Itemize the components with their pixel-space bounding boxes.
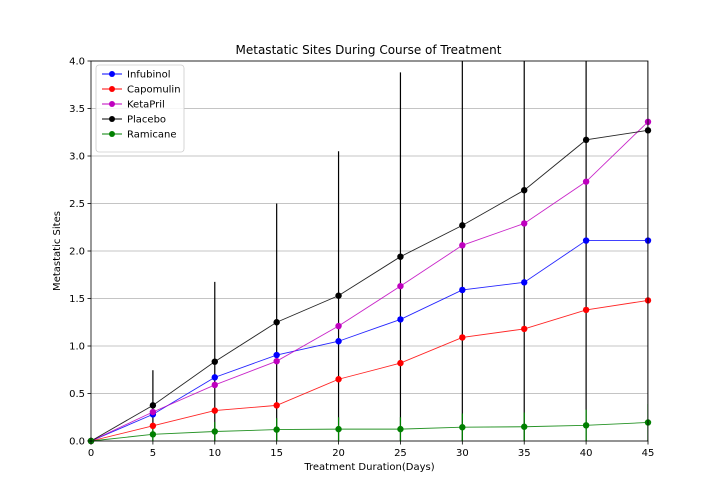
data-point-ramicane-7 — [521, 423, 528, 430]
series-line-infubinol — [90, 240, 648, 442]
data-point-ketapril-5 — [397, 282, 404, 290]
data-point-infubinol-4 — [335, 338, 342, 345]
data-point-infubinol-2 — [211, 374, 218, 381]
data-point-ramicane-5 — [397, 425, 404, 433]
series-line-placebo — [90, 129, 649, 442]
y-tick-label-4: 2.0 — [69, 247, 85, 258]
x-tick-label-0: 0 — [88, 448, 94, 459]
x-tick-label-2: 10 — [208, 448, 221, 459]
legend: Infubinol Capomulin KetaPril Placebo Ramican… — [95, 64, 185, 153]
data-point-placebo-3 — [273, 319, 280, 326]
data-point-ketapril-1 — [149, 408, 157, 416]
data-point-infubinol-5 — [397, 316, 404, 323]
data-point-capomulin-3 — [273, 402, 280, 409]
data-point-ramicane-8 — [582, 422, 590, 429]
x-tick-label-8: 40 — [580, 448, 593, 459]
data-point-placebo-2 — [211, 358, 218, 365]
x-axis-ticks: 0 5 10 15 20 25 30 35 40 45 — [88, 441, 655, 459]
data-point-capomulin-2 — [211, 407, 218, 414]
data-point-ramicane-3 — [273, 426, 280, 433]
legend-label-ketapril: KetaPril — [127, 100, 165, 111]
series-line-capomulin — [90, 299, 649, 442]
y-tick-label-0: 0.0 — [69, 437, 85, 448]
y-tick-label-3: 1.5 — [69, 294, 85, 305]
legend-label-placebo: Placebo — [127, 115, 166, 126]
legend-label-infubinol: Infubinol — [127, 70, 171, 81]
data-point-capomulin-7 — [521, 325, 528, 333]
y-tick-label-2: 1.0 — [69, 342, 85, 353]
data-point-ramicane-1 — [149, 431, 157, 438]
series-line-ramicane — [90, 422, 649, 442]
data-point-capomulin-8 — [582, 306, 590, 314]
data-point-placebo-8 — [582, 136, 590, 144]
y-axis-label: Metastatic Sites — [52, 211, 63, 291]
data-point-placebo-6 — [459, 222, 466, 229]
x-tick-label-5: 25 — [394, 448, 407, 459]
data-point-ramicane-6 — [459, 424, 466, 431]
legend-marker-placebo — [109, 116, 115, 122]
legend-box — [95, 64, 185, 153]
data-point-ketapril-4 — [335, 322, 342, 330]
data-point-ketapril-6 — [459, 242, 466, 249]
data-point-infubinol-7 — [521, 279, 528, 286]
y-tick-label-5: 2.5 — [69, 199, 85, 210]
series-line-ketapril — [90, 121, 649, 442]
x-tick-label-6: 30 — [456, 448, 469, 459]
data-point-placebo-5 — [397, 253, 404, 260]
data-point-placebo-1 — [149, 402, 157, 409]
data-point-capomulin-5 — [397, 359, 404, 367]
data-point-infubinol-6 — [459, 286, 466, 294]
data-point-placebo-4 — [335, 292, 342, 299]
data-point-ramicane-2 — [211, 428, 218, 435]
data-point-ramicane-4 — [335, 425, 342, 433]
legend-marker-ketapril — [109, 101, 115, 107]
y-tick-label-7: 3.5 — [69, 104, 85, 115]
y-tick-label-8: 4.0 — [69, 57, 85, 68]
x-tick-label-9: 45 — [642, 448, 655, 459]
data-point-capomulin-1 — [149, 422, 157, 429]
y-tick-label-1: 0.5 — [69, 389, 85, 400]
x-tick-label-4: 20 — [332, 448, 345, 459]
data-point-ketapril-2 — [211, 381, 218, 389]
data-point-capomulin-4 — [335, 376, 342, 383]
y-tick-label-6: 3.0 — [69, 152, 85, 163]
x-tick-label-3: 15 — [270, 448, 283, 459]
x-tick-label-1: 5 — [150, 448, 156, 459]
data-point-ketapril-3 — [273, 358, 280, 365]
data-point-ketapril-8 — [582, 178, 590, 185]
data-point-ketapril-7 — [521, 220, 528, 227]
data-point-infubinol-8 — [582, 237, 590, 244]
data-series — [87, 118, 652, 445]
legend-marker-ramicane — [109, 131, 115, 137]
x-axis-label: Treatment Duration(Days) — [303, 462, 434, 473]
legend-label-capomulin: Capomulin — [127, 85, 181, 96]
data-point-infubinol-3 — [273, 351, 280, 359]
chart-title: Metastatic Sites During Course of Treatm… — [236, 43, 502, 57]
legend-marker-capomulin — [109, 86, 115, 92]
legend-marker-infubinol — [109, 71, 115, 77]
data-point-capomulin-6 — [459, 334, 466, 341]
legend-label-ramicane: Ramicane — [127, 130, 177, 141]
y-axis-ticks: 0.0 0.5 1.0 1.5 2.0 2.5 3.0 3.5 4.0 — [69, 57, 91, 448]
x-tick-label-7: 35 — [518, 448, 531, 459]
data-point-placebo-7 — [521, 187, 528, 194]
